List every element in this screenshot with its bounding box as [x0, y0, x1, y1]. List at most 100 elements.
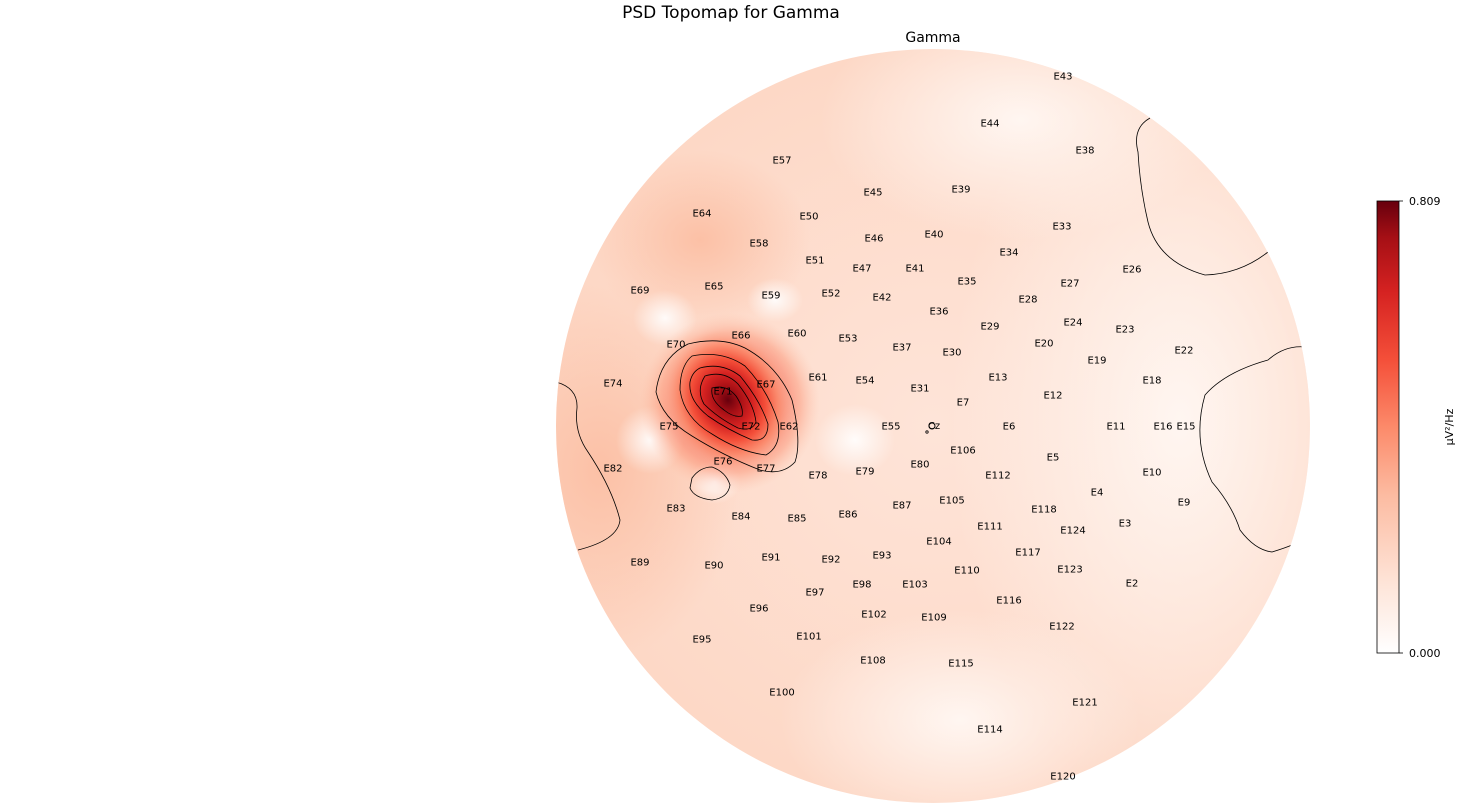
- electrode-label-e6: E6: [1003, 422, 1016, 433]
- electrode-label-e106: E106: [950, 446, 975, 457]
- electrode-label-e93: E93: [872, 551, 891, 562]
- electrode-label-e110: E110: [954, 566, 979, 577]
- electrode-label-e35: E35: [957, 277, 976, 288]
- electrode-label-e26: E26: [1122, 265, 1141, 276]
- electrode-label-e18: E18: [1142, 376, 1161, 387]
- electrode-label-e101: E101: [796, 632, 821, 643]
- electrode-label-e97: E97: [805, 588, 824, 599]
- electrode-label-e12: E12: [1043, 391, 1062, 402]
- colorbar-min-label: 0.000: [1409, 647, 1441, 660]
- electrode-label-e70: E70: [666, 340, 685, 351]
- colorbar-gradient: [1376, 200, 1400, 654]
- electrode-label-e116: E116: [996, 596, 1021, 607]
- electrode-label-e57: E57: [772, 156, 791, 167]
- electrode-label-e69: E69: [630, 286, 649, 297]
- electrode-label-e120: E120: [1050, 772, 1075, 783]
- electrode-label-e121: E121: [1072, 698, 1097, 709]
- electrode-label-e10: E10: [1142, 468, 1161, 479]
- electrode-label-e52: E52: [821, 289, 840, 300]
- electrode-label-e11: E11: [1106, 422, 1125, 433]
- electrode-label-e20: E20: [1034, 339, 1053, 350]
- electrode-label-e53: E53: [838, 334, 857, 345]
- electrode-label-e38: E38: [1075, 146, 1094, 157]
- electrode-label-e77: E77: [756, 464, 775, 475]
- heatmap-bottom-cool: [780, 610, 1140, 803]
- electrode-label-e22: E22: [1174, 346, 1193, 357]
- electrode-label-e60: E60: [787, 329, 806, 340]
- electrode-label-e33: E33: [1052, 222, 1071, 233]
- electrode-label-e123: E123: [1057, 565, 1082, 576]
- electrode-label-e86: E86: [838, 510, 857, 521]
- electrode-label-e16: E16: [1153, 422, 1172, 433]
- electrode-label-e47: E47: [852, 264, 871, 275]
- electrode-label-e104: E104: [926, 537, 951, 548]
- electrode-label-e79: E79: [855, 467, 874, 478]
- electrode-label-e111: E111: [977, 522, 1002, 533]
- electrode-label-e85: E85: [787, 514, 806, 525]
- electrode-label-e115: E115: [948, 659, 973, 670]
- electrode-label-e80: E80: [910, 460, 929, 471]
- electrode-label-e34: E34: [999, 248, 1018, 259]
- electrode-label-e36: E36: [929, 307, 948, 318]
- reference-marker: Cz: [925, 421, 940, 434]
- electrode-label-e19: E19: [1087, 356, 1106, 367]
- electrode-label-e15: E15: [1176, 422, 1195, 433]
- electrode-label-e61: E61: [808, 373, 827, 384]
- electrode-label-e5: E5: [1047, 453, 1060, 464]
- contour-peak-4: [699, 373, 757, 430]
- electrode-label-e50: E50: [799, 212, 818, 223]
- electrode-label-e39: E39: [951, 185, 970, 196]
- contour-peak-1: [655, 340, 799, 473]
- electrode-label-e28: E28: [1018, 295, 1037, 306]
- subplot-title: Gamma: [905, 30, 960, 46]
- electrode-label-e117: E117: [1015, 548, 1040, 559]
- electrode-label-e40: E40: [924, 230, 943, 241]
- electrode-label-e92: E92: [821, 555, 840, 566]
- contour-right: [1199, 346, 1306, 553]
- electrode-label-e72: E72: [741, 422, 760, 433]
- electrode-label-e75: E75: [659, 422, 678, 433]
- electrode-label-e2: E2: [1126, 579, 1139, 590]
- electrode-label-e58: E58: [749, 239, 768, 250]
- electrode-label-e13: E13: [988, 373, 1007, 384]
- electrode-label-e29: E29: [980, 322, 999, 333]
- electrode-label-e84: E84: [731, 512, 750, 523]
- reference-dot: [928, 422, 936, 430]
- heatmap-peak: [663, 330, 793, 470]
- electrode-label-e91: E91: [761, 553, 780, 564]
- electrode-label-e76: E76: [713, 457, 732, 468]
- topomap-head: [556, 49, 1310, 803]
- electrode-label-e3: E3: [1119, 519, 1132, 530]
- electrode-label-e27: E27: [1060, 279, 1079, 290]
- electrode-label-e82: E82: [603, 464, 622, 475]
- electrode-label-e67: E67: [756, 380, 775, 391]
- figure-suptitle: PSD Topomap for Gamma: [622, 3, 840, 23]
- electrode-label-e71: E71: [713, 387, 732, 398]
- electrode-label-e112: E112: [985, 471, 1010, 482]
- electrode-label-e59: E59: [761, 291, 780, 302]
- colorbar: 0.809 0.000 µV²/Hz: [1376, 195, 1456, 660]
- electrode-label-e90: E90: [704, 561, 723, 572]
- electrode-label-e103: E103: [902, 580, 927, 591]
- electrode-label-e122: E122: [1049, 622, 1074, 633]
- electrode-label-e46: E46: [864, 234, 883, 245]
- electrode-label-e124: E124: [1060, 526, 1085, 537]
- electrode-label-e108: E108: [860, 656, 885, 667]
- electrode-label-e74: E74: [603, 379, 622, 390]
- electrode-label-e64: E64: [692, 209, 711, 220]
- electrode-label-e24: E24: [1063, 318, 1082, 329]
- electrode-label-e105: E105: [939, 496, 964, 507]
- electrode-label-e44: E44: [980, 119, 999, 130]
- electrode-label-e37: E37: [892, 343, 911, 354]
- contour-peak-3: [689, 365, 769, 441]
- electrode-label-e89: E89: [630, 558, 649, 569]
- electrode-label-e109: E109: [921, 613, 946, 624]
- electrode-label-e96: E96: [749, 604, 768, 615]
- contour-left-edge: [556, 381, 621, 551]
- contour-peak-2: [679, 353, 780, 456]
- colorbar-max-label: 0.809: [1409, 195, 1441, 208]
- heatmap-low-spot-d: [815, 404, 895, 476]
- electrode-label-e87: E87: [892, 501, 911, 512]
- electrode-label-e102: E102: [861, 610, 886, 621]
